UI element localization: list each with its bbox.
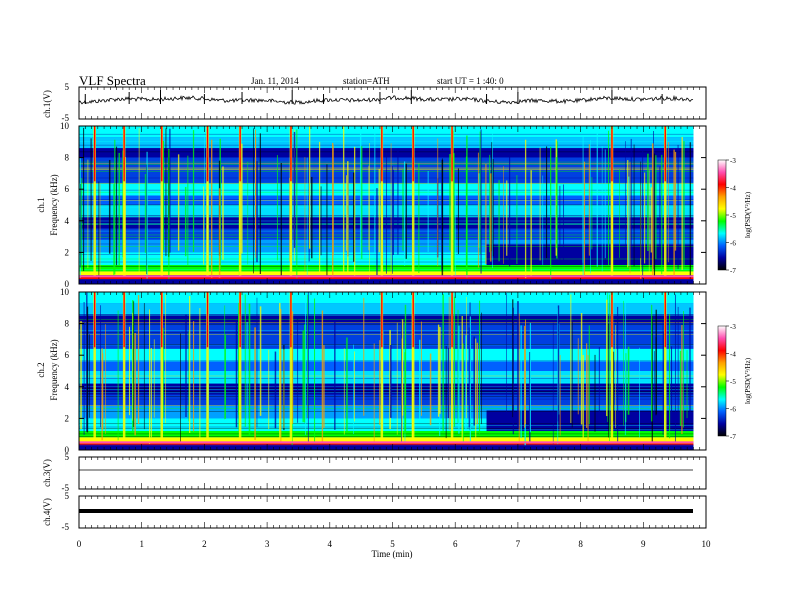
ch1-ytick-bottom: -5: [62, 113, 70, 123]
spec-lf-line: [79, 441, 694, 444]
spec-step-band: [486, 410, 694, 432]
ch2-spectrogram-yticks: 0 2 4 6 8 10: [60, 287, 706, 455]
colorbar-tick-label-0: -3: [730, 323, 736, 331]
spec-band-0: [79, 292, 694, 304]
colorbar-scale: [717, 159, 727, 271]
x-tick-label-2: 2: [202, 539, 207, 549]
x-tick-label-8: 8: [578, 539, 583, 549]
station-label: station=ATH: [343, 76, 390, 86]
ch4-waveform-trace: [79, 509, 693, 513]
ch3-ylabel: ch.3(V): [42, 459, 52, 487]
spec-ytick-label-1: 2: [65, 413, 70, 423]
spec-ytick-label-5: 10: [60, 287, 70, 297]
spec-band-0: [79, 126, 694, 138]
spec-band-7: [79, 383, 694, 395]
colorbar-tick-label-2: -5: [730, 378, 736, 386]
spec-ytick-label-5: 10: [60, 121, 70, 131]
ch1-spectrogram-ylabel: Frequency (kHz): [49, 174, 59, 235]
spec-ytick-label-1: 2: [65, 247, 70, 257]
x-tick-label-3: 3: [265, 539, 270, 549]
x-tick-label-9: 9: [641, 539, 646, 549]
spec-ytick-label-4: 8: [65, 319, 70, 329]
ch3-ytick-bottom: -5: [62, 483, 70, 493]
spec-band-12: [79, 437, 694, 443]
spec-ytick-label-0: 0: [65, 445, 70, 455]
colorbar-label: log(PSD(V²/Hz): [744, 191, 752, 238]
x-tick-marks: [78, 87, 707, 528]
x-tick-label-0: 0: [77, 539, 82, 549]
colorbar-tick-label-0: -3: [730, 157, 736, 165]
spec-ytick-label-2: 4: [65, 216, 70, 226]
ch2-spectrogram-heatmap: [78, 292, 694, 450]
spec-band-1: [79, 303, 694, 315]
spec-band-13: [79, 276, 694, 280]
colorbar-scale: [717, 325, 727, 437]
colorbar-label: log(PSD(V²/Hz): [744, 357, 752, 404]
ch1-spectrogram-yticks: 0 2 4 6 8 10: [60, 121, 706, 289]
ch1-spectrogram-panel: 0 2 4 6 8 10 ch.1 Frequency (kHz): [36, 121, 707, 289]
spec-band-12: [79, 271, 694, 277]
spec-band-13: [79, 442, 694, 446]
ch1-spikes: [84, 90, 663, 104]
page-title: VLF Spectra: [79, 73, 146, 88]
x-axis-label: Time (min): [372, 549, 413, 559]
ch3-ytick-top: 5: [65, 452, 70, 462]
spec-ytick-label-2: 4: [65, 382, 70, 392]
ch1-spectrogram-heatmap: [79, 126, 694, 284]
spec-lf-line: [79, 275, 694, 278]
spec-ytick-label-4: 8: [65, 153, 70, 163]
spec-band-4: [79, 348, 694, 362]
x-tick-label-4: 4: [328, 539, 333, 549]
spec-band-11: [79, 431, 694, 438]
spec-band-2: [79, 314, 694, 324]
date-label: Jan. 11, 2014: [251, 76, 299, 86]
colorbar-tick-label-4: -7: [730, 267, 736, 275]
x-tick-label-7: 7: [516, 539, 521, 549]
colorbar-tick-label-1: -4: [730, 351, 736, 359]
x-tick-label-10: 10: [702, 539, 712, 549]
colorbar-tick-label-1: -4: [730, 185, 736, 193]
ch2-colorbar: -3 -4 -5 -6 -7 log(PSD(V²/Hz): [717, 323, 752, 441]
spec-ytick-label-0: 0: [65, 279, 70, 289]
start-time-label: start UT = 1 :40: 0: [437, 76, 504, 86]
ch4-ytick-top: 5: [65, 491, 70, 501]
x-axis-tick-labels: 0 1 2 3 4 5 6 7 8 9 10: [77, 539, 711, 549]
colorbar-tick-label-2: -5: [730, 212, 736, 220]
colorbar-tick-label-3: -6: [730, 240, 736, 248]
ch2-spectrogram-ylabel: Frequency (kHz): [49, 339, 59, 400]
spec-band-5: [79, 361, 694, 371]
colorbar-tick-label-3: -6: [730, 406, 736, 414]
x-tick-label-5: 5: [390, 539, 395, 549]
spec-ytick-label-3: 6: [65, 350, 70, 360]
ch1-colorbar: -3 -4 -5 -6 -7 log(PSD(V²/Hz): [717, 157, 752, 275]
ch4-ylabel: ch.4(V): [42, 498, 52, 526]
ch2-spectrogram-channel: ch.2: [36, 362, 46, 377]
spec-band-8: [79, 394, 694, 406]
ch1-spectrogram-channel: ch.1: [36, 197, 46, 212]
x-tick-label-1: 1: [139, 539, 144, 549]
spec-ytick-label-3: 6: [65, 184, 70, 194]
ch1-ytick-top: 5: [65, 82, 70, 92]
ch1-ylabel: ch.1(V): [42, 90, 52, 118]
ch4-ytick-bottom: -5: [62, 522, 70, 532]
spec-band-1: [79, 137, 694, 149]
ch1-waveform-trace: [78, 94, 694, 105]
x-tick-label-6: 6: [453, 539, 458, 549]
ch2-spectrogram-panel: 0 2 4 6 8 10 ch.2 Frequency (kHz): [36, 287, 707, 455]
spec-band-6: [79, 371, 694, 384]
colorbar-tick-label-4: -7: [730, 433, 736, 441]
